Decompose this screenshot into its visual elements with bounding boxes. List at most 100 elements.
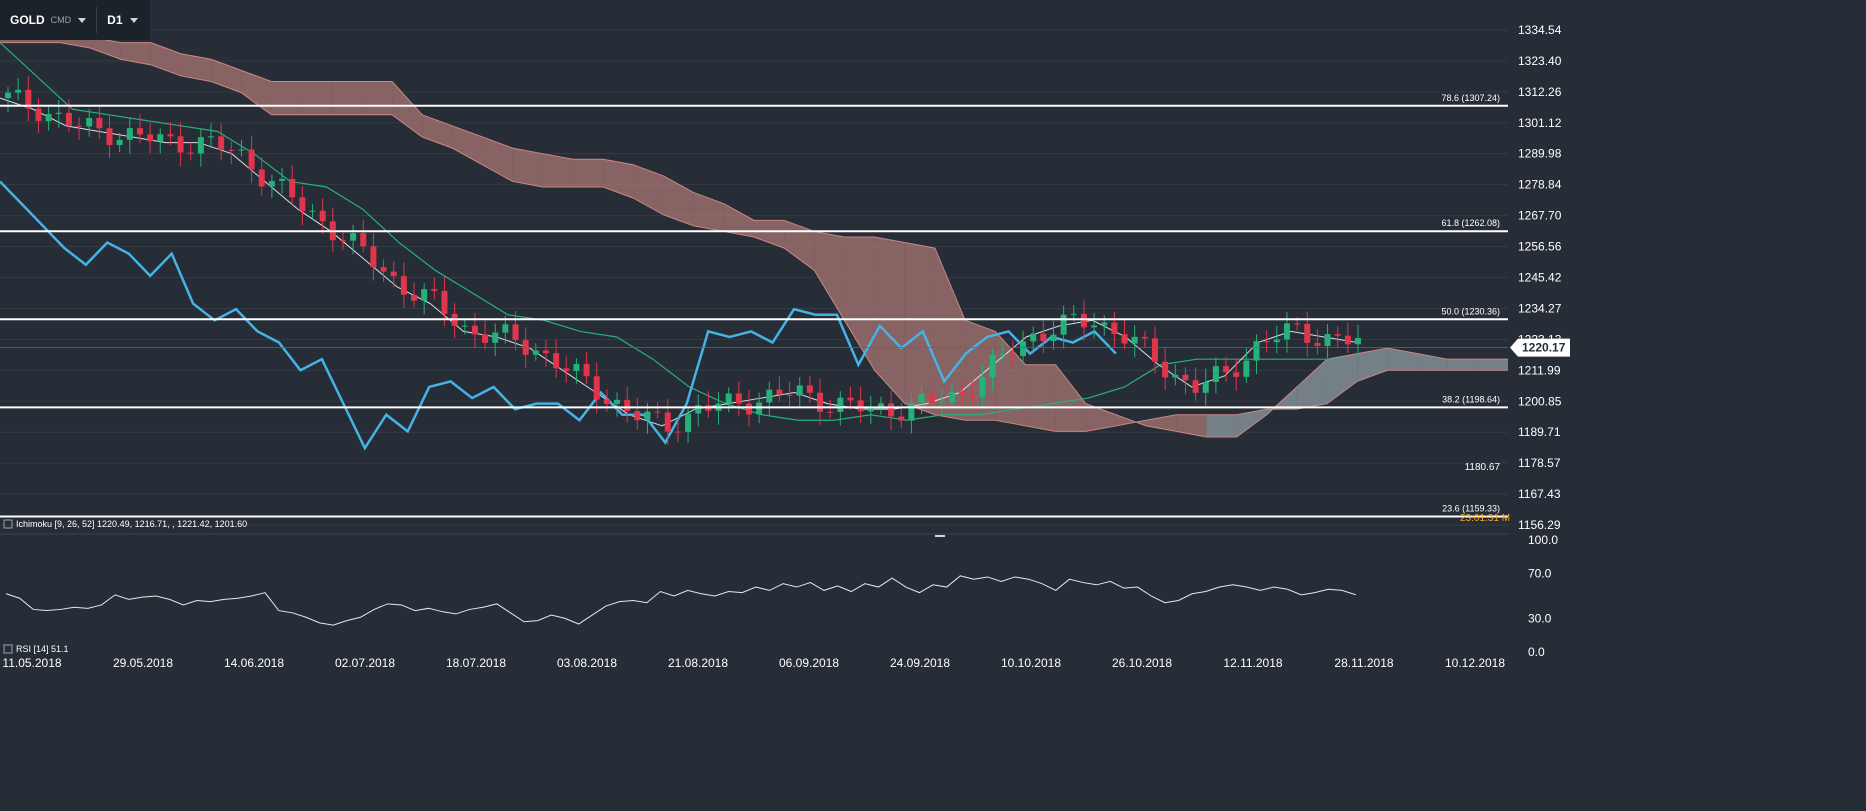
candle-body[interactable] [1111, 322, 1118, 335]
candle-body[interactable] [573, 363, 580, 371]
candle-body[interactable] [1040, 333, 1047, 342]
candle-body[interactable] [766, 389, 773, 403]
candle-body[interactable] [339, 240, 346, 242]
candle-body[interactable] [563, 368, 570, 371]
candle-body[interactable] [390, 271, 397, 277]
candle-body[interactable] [1121, 334, 1128, 344]
candle-body[interactable] [857, 400, 864, 412]
candle-body[interactable] [1101, 322, 1108, 326]
candle-body[interactable] [482, 334, 489, 343]
candle-body[interactable] [918, 394, 925, 403]
candle-body[interactable] [268, 180, 275, 187]
candle-body[interactable] [1314, 342, 1321, 346]
candle-body[interactable] [735, 393, 742, 404]
candle-body[interactable] [136, 128, 143, 135]
candle-body[interactable] [654, 411, 661, 413]
candle-body[interactable] [1273, 339, 1280, 343]
settings-icon[interactable] [3, 519, 13, 529]
candle-body[interactable] [157, 134, 164, 142]
candle-body[interactable] [1355, 338, 1361, 345]
candle-body[interactable] [959, 391, 966, 395]
candle-body[interactable] [1223, 366, 1230, 373]
candle-body[interactable] [614, 399, 621, 404]
candle-body[interactable] [989, 354, 996, 378]
candle-body[interactable] [928, 394, 935, 404]
candle-body[interactable] [350, 233, 357, 241]
candle-body[interactable] [1020, 341, 1027, 357]
candle-body[interactable] [471, 325, 478, 335]
candle-body[interactable] [948, 391, 955, 403]
candle-body[interactable] [624, 399, 631, 412]
candle-body[interactable] [1344, 335, 1351, 345]
candle-body[interactable] [208, 136, 215, 138]
candle-body[interactable] [370, 246, 377, 268]
candle-body[interactable] [197, 137, 204, 154]
candle-body[interactable] [532, 350, 539, 355]
candle-body[interactable] [258, 169, 265, 187]
candle-body[interactable] [1182, 374, 1189, 381]
candle-body[interactable] [248, 149, 255, 170]
candle-body[interactable] [756, 402, 763, 415]
timeframe-selector[interactable]: D1 [97, 0, 147, 40]
candle-body[interactable] [1192, 380, 1199, 393]
candle-body[interactable] [1334, 334, 1341, 336]
candle-body[interactable] [106, 128, 113, 146]
candle-body[interactable] [695, 405, 702, 414]
symbol-selector[interactable]: GOLD CMD [0, 0, 96, 40]
candle-body[interactable] [888, 403, 895, 417]
candle-body[interactable] [116, 139, 123, 146]
candle-body[interactable] [1060, 314, 1067, 335]
candle-body[interactable] [309, 210, 316, 212]
candle-body[interactable] [1080, 313, 1087, 328]
candle-body[interactable] [1324, 334, 1331, 346]
candle-body[interactable] [847, 397, 854, 401]
candle-body[interactable] [817, 392, 824, 412]
candle-body[interactable] [218, 136, 225, 150]
candle-body[interactable] [685, 413, 692, 432]
candle-body[interactable] [603, 399, 610, 404]
candle-body[interactable] [96, 117, 103, 129]
candle-body[interactable] [898, 416, 905, 421]
settings-icon[interactable] [3, 644, 13, 654]
candle-body[interactable] [1030, 333, 1037, 342]
candle-body[interactable] [1202, 381, 1209, 393]
candle-body[interactable] [867, 406, 874, 412]
candle-body[interactable] [725, 393, 732, 404]
candle-body[interactable] [776, 389, 783, 395]
candle-body[interactable] [634, 411, 641, 421]
candle-body[interactable] [827, 411, 834, 413]
candle-body[interactable] [1294, 323, 1301, 325]
candle-body[interactable] [238, 149, 245, 151]
candle-body[interactable] [1009, 354, 1016, 357]
candle-body[interactable] [1243, 360, 1250, 377]
candle-body[interactable] [411, 294, 418, 301]
candle-body[interactable] [999, 354, 1006, 356]
candle-body[interactable] [228, 149, 235, 151]
candle-body[interactable] [1263, 341, 1270, 343]
candle-body[interactable] [1162, 361, 1169, 378]
candle-body[interactable] [279, 178, 286, 181]
candle-body[interactable] [1070, 313, 1077, 315]
candle-body[interactable] [786, 394, 793, 396]
candle-body[interactable] [35, 108, 42, 122]
candle-body[interactable] [1304, 323, 1311, 343]
candle-body[interactable] [745, 403, 752, 415]
candle-body[interactable] [492, 332, 499, 343]
candle-body[interactable] [441, 290, 448, 314]
candle-body[interactable] [25, 89, 32, 109]
candle-body[interactable] [76, 125, 83, 127]
candle-body[interactable] [806, 385, 813, 393]
candle-body[interactable] [908, 402, 915, 421]
candle-body[interactable] [319, 210, 326, 222]
candle-body[interactable] [55, 112, 62, 115]
candle-body[interactable] [502, 324, 509, 333]
candle-body[interactable] [461, 325, 468, 327]
candle-body[interactable] [1172, 374, 1179, 378]
candle-body[interactable] [1131, 336, 1138, 344]
candle-body[interactable] [969, 394, 976, 397]
candle-body[interactable] [583, 363, 590, 377]
candle-body[interactable] [147, 134, 154, 142]
candle-body[interactable] [1253, 341, 1260, 361]
